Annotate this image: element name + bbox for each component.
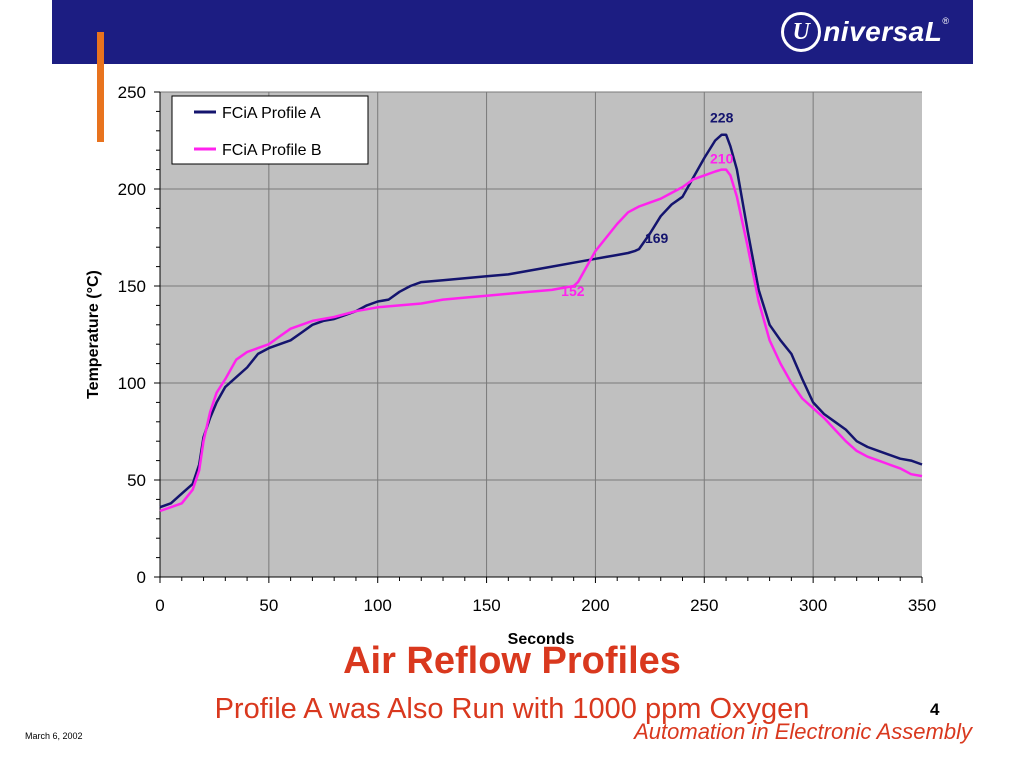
series-line-profile-a	[159, 133, 923, 509]
data-label: 169	[645, 230, 669, 246]
y-tick-label: 150	[118, 277, 146, 296]
page-number: 4	[930, 700, 940, 719]
x-tick-label: 50	[259, 596, 278, 615]
x-tick-label: 350	[908, 596, 936, 615]
logo-text: niversaL	[823, 16, 943, 47]
x-tick-label: 200	[581, 596, 609, 615]
x-tick-label: 250	[690, 596, 718, 615]
universal-logo: U niversaL ®	[781, 10, 949, 54]
x-axis-label: Seconds	[508, 631, 575, 648]
accent-bar	[97, 32, 104, 142]
slide-title: Air Reflow Profiles	[343, 640, 681, 682]
x-tick-label: 150	[472, 596, 500, 615]
y-axis-label: Temperature (°C)	[85, 270, 102, 399]
footer-tagline: Automation in Electronic Assembly	[634, 719, 972, 744]
x-tick-label: 0	[155, 596, 164, 615]
slide-date: March 6, 2002	[25, 731, 83, 741]
data-label: 152	[561, 283, 585, 299]
y-tick-label: 0	[137, 568, 146, 587]
x-tick-label: 100	[364, 596, 392, 615]
y-tick-label: 50	[127, 471, 146, 490]
y-tick-label: 200	[118, 180, 146, 199]
series-line-profile-b	[159, 168, 923, 513]
legend-label: FCiA Profile B	[222, 142, 322, 159]
registered-mark: ®	[942, 16, 949, 26]
legend-label: FCiA Profile A	[222, 105, 321, 122]
slide-subtitle: Profile A was Also Run with 1000 ppm Oxy…	[214, 693, 810, 725]
y-tick-label: 100	[118, 374, 146, 393]
logo-mark-icon: U	[781, 12, 822, 52]
x-tick-label: 300	[799, 596, 827, 615]
y-tick-label: 250	[118, 83, 146, 102]
plot-area	[160, 92, 922, 577]
legend-box	[171, 95, 369, 165]
data-label: 210	[710, 151, 734, 167]
header-bar: U niversaL ®	[52, 0, 973, 64]
data-label: 228	[710, 110, 734, 126]
